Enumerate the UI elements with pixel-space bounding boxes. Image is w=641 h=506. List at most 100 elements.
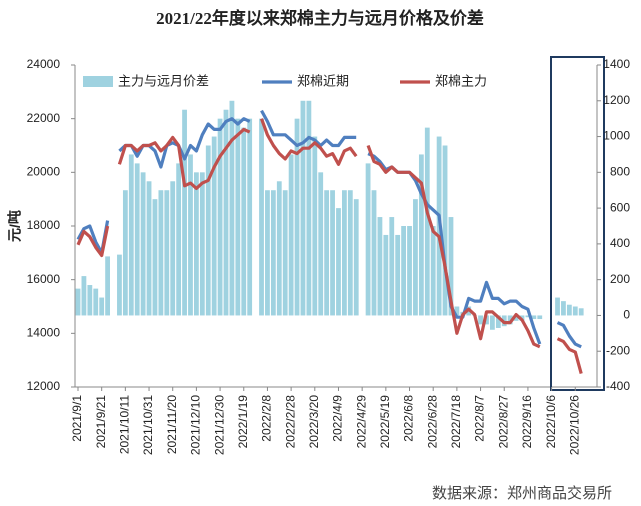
x-tick-label: 2021/12/10	[189, 395, 203, 455]
y2-tick-label: 400	[610, 236, 630, 250]
y-tick-label: 20000	[27, 165, 61, 179]
y-axis-label: 元/吨	[7, 210, 23, 242]
bar	[134, 163, 140, 316]
x-tick-label: 2022/9/16	[520, 395, 534, 449]
bar	[377, 217, 383, 316]
bar	[407, 226, 412, 316]
bar	[371, 190, 377, 316]
source-note: 数据来源：郑州商品交易所	[432, 484, 612, 502]
x-tick-label: 2021/10/11	[118, 395, 132, 454]
bar	[247, 118, 253, 316]
bar	[507, 315, 513, 325]
bar	[229, 100, 235, 316]
bar	[513, 315, 519, 321]
bar	[484, 315, 489, 325]
bar	[300, 100, 306, 316]
plot-area	[75, 100, 584, 375]
y2-tick-label: 200	[610, 272, 630, 286]
bar	[81, 276, 87, 316]
bar	[270, 190, 276, 316]
bar	[140, 172, 146, 316]
bar	[395, 234, 401, 316]
bar	[424, 127, 430, 316]
bar	[235, 118, 241, 316]
x-tick-label: 2022/6/8	[402, 395, 416, 442]
bar	[164, 190, 170, 316]
bar	[306, 100, 312, 316]
bar	[188, 154, 193, 316]
x-tick-label: 2022/1/19	[236, 395, 250, 449]
bar	[448, 217, 454, 316]
bar	[342, 190, 347, 316]
y-tick-label: 16000	[27, 272, 61, 286]
bar	[152, 199, 158, 316]
x-tick-label: 2022/3/20	[307, 395, 321, 449]
x-tick-label: 2022/2/28	[283, 395, 297, 449]
bar	[318, 172, 324, 316]
bar	[330, 190, 335, 316]
y-tick-label: 24000	[27, 57, 61, 71]
x-tick-label: 2022/2/8	[260, 395, 274, 442]
bar	[478, 315, 483, 325]
bar	[418, 154, 424, 316]
x-tick-label: 2022/5/19	[378, 395, 392, 449]
x-tick-label: 2022/10/6	[544, 395, 558, 449]
bar	[537, 315, 543, 320]
bar	[265, 190, 270, 316]
y-tick-label: 14000	[27, 326, 61, 340]
legend-swatch	[83, 76, 113, 87]
bar	[105, 256, 110, 316]
bar	[158, 190, 164, 316]
bar	[205, 145, 211, 316]
y-tick-label: 22000	[27, 111, 61, 125]
bar	[128, 154, 134, 316]
bar	[401, 226, 406, 316]
bar	[561, 301, 566, 316]
bar	[146, 181, 152, 316]
bar	[75, 288, 81, 316]
bar	[490, 315, 495, 330]
bar	[531, 315, 537, 320]
x-tick-label: 2021/12/30	[212, 395, 226, 455]
y-tick-label: 12000	[27, 379, 61, 393]
legend-label: 主力与远月价差	[118, 73, 209, 88]
y2-tick-label: 0	[623, 308, 630, 322]
x-tick-label: 2021/9/21	[94, 395, 108, 449]
bar	[117, 254, 122, 316]
chart-title: 2021/22年度以来郑棉主力与远月价格及价差	[156, 8, 484, 28]
x-tick-label: 2022/10/26	[567, 395, 581, 455]
bar	[170, 181, 176, 316]
bar	[347, 190, 353, 316]
x-tick-label: 2021/11/20	[165, 395, 179, 454]
y2-tick-label: -400	[606, 379, 630, 393]
bar	[294, 118, 300, 316]
legend-label: 郑棉近期	[297, 73, 349, 88]
y2-tick-label: 800	[610, 165, 630, 179]
bar	[324, 190, 330, 316]
bar	[259, 118, 264, 316]
bar	[383, 234, 389, 316]
bar	[572, 306, 578, 316]
x-tick-label: 2022/4/9	[331, 395, 345, 442]
bar	[217, 118, 223, 316]
y2-tick-label: 1400	[603, 57, 630, 71]
bar	[413, 199, 418, 316]
y2-tick-label: 600	[610, 200, 630, 214]
bar	[454, 306, 460, 316]
bar	[223, 109, 229, 316]
bar	[199, 172, 205, 316]
bar	[93, 288, 99, 316]
bar	[389, 217, 395, 316]
bar	[353, 199, 359, 316]
bar	[495, 315, 501, 328]
bar	[99, 297, 105, 316]
bar	[176, 163, 182, 316]
x-tick-label: 2022/4/29	[354, 395, 368, 449]
line	[76, 109, 582, 349]
bar	[555, 297, 560, 316]
bar	[122, 190, 128, 316]
y2-tick-label: 1200	[603, 93, 630, 107]
bar	[211, 136, 217, 316]
legend-label: 郑棉主力	[435, 73, 487, 88]
